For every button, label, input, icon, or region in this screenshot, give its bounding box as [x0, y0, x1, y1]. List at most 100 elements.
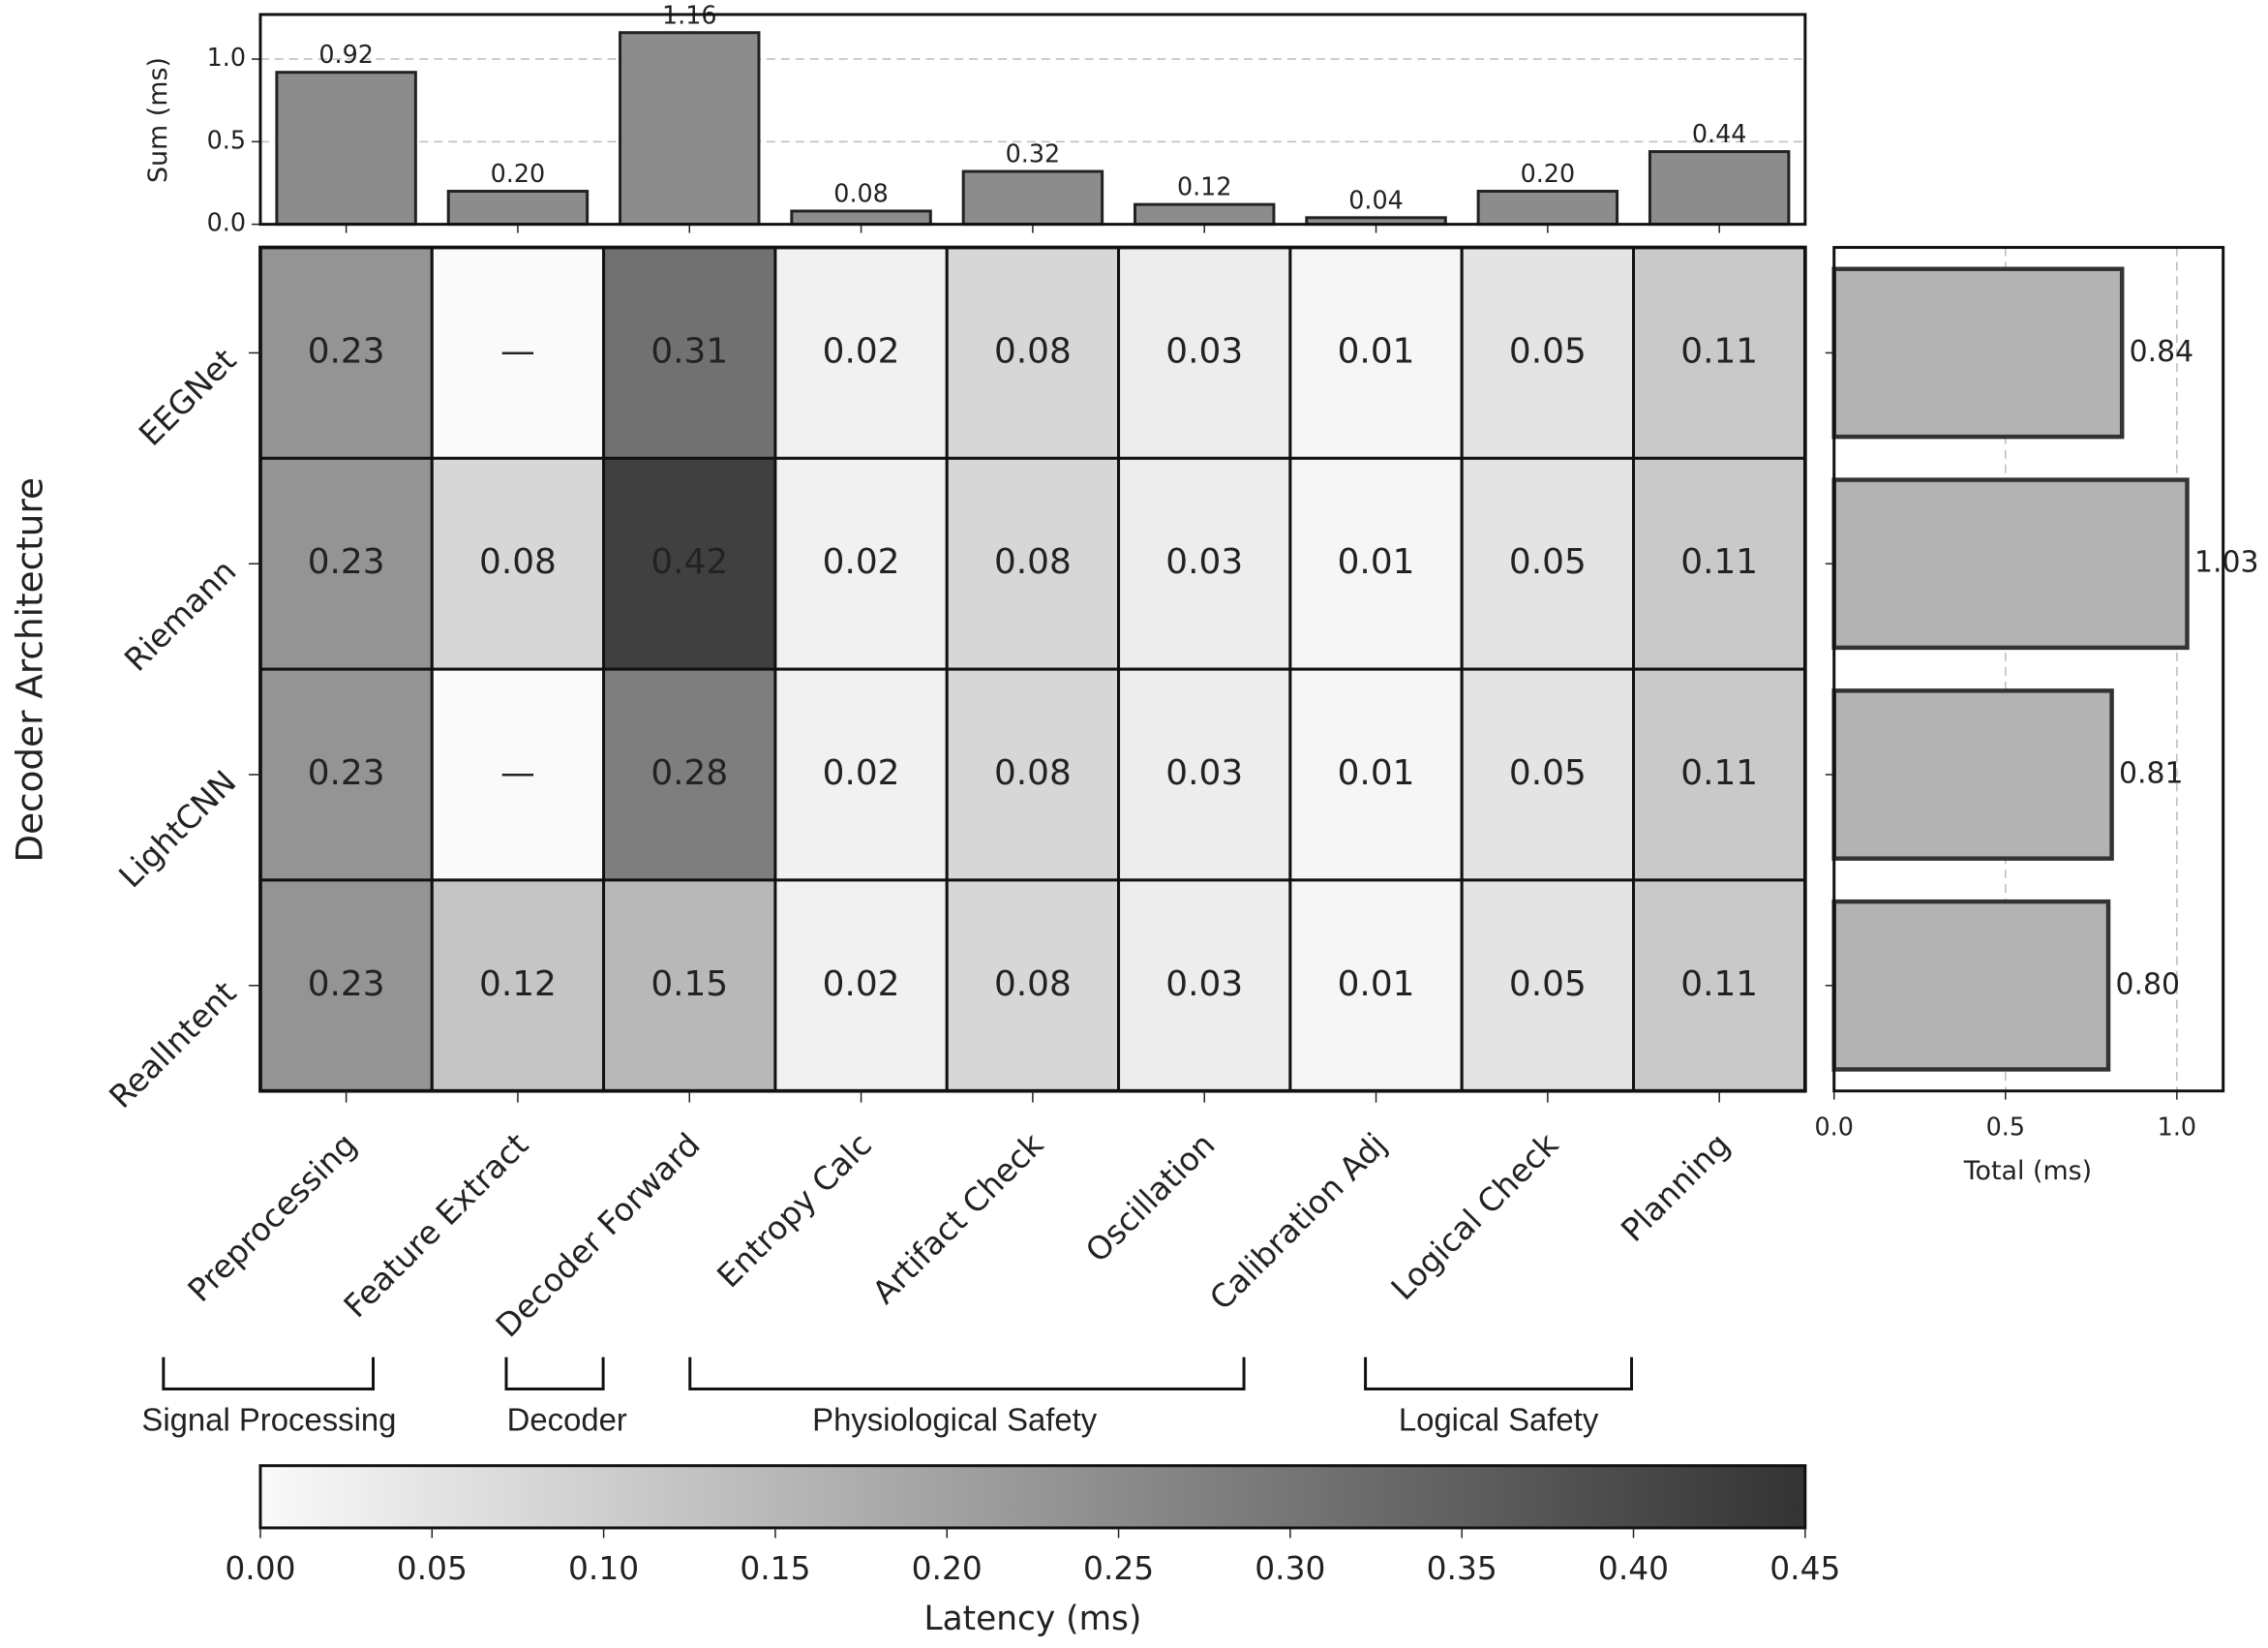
group-bracket	[688, 1357, 1246, 1391]
heatmap-cell	[1632, 246, 1807, 460]
heatmap-cell	[945, 456, 1121, 671]
value-label: 0.12	[1177, 172, 1232, 201]
group-bracket	[1364, 1357, 1634, 1391]
value-label: 0.44	[1692, 119, 1747, 148]
cell-label: —	[500, 331, 535, 371]
x-tick-label: Calibration Adj	[1202, 1125, 1394, 1317]
heatmap-cell	[1460, 456, 1636, 671]
colorbar-tick-label: 0.25	[1083, 1549, 1154, 1587]
cell-label: 0.11	[1680, 542, 1758, 582]
y-axis-label: Decoder Architecture	[8, 477, 50, 863]
colorbar-tick-label: 0.10	[568, 1549, 639, 1587]
bar	[790, 209, 932, 227]
bar	[619, 31, 761, 227]
x-tick-label: Logical Check	[1383, 1125, 1565, 1307]
heatmap-cell	[602, 246, 777, 460]
bar	[275, 71, 417, 227]
cell-label: 0.11	[1680, 753, 1758, 793]
cell-label: 0.03	[1165, 753, 1243, 793]
x-tick-label: Oscillation	[1078, 1125, 1223, 1269]
cell-label: 0.02	[823, 964, 900, 1004]
group-label: Logical Safety	[1399, 1402, 1599, 1438]
cell-label: 0.05	[1509, 964, 1587, 1004]
x-tick-label: Preprocessing	[180, 1125, 364, 1309]
cell-label: 0.01	[1338, 964, 1415, 1004]
cell-label: —	[500, 753, 535, 793]
bar	[961, 169, 1104, 227]
group-label: Decoder	[507, 1402, 627, 1438]
heatmap-cell	[1288, 456, 1464, 671]
cell-label: 0.08	[994, 964, 1072, 1004]
colorbar-tick-label: 0.45	[1769, 1549, 1840, 1587]
bar	[1476, 190, 1619, 227]
cell-label: 0.05	[1509, 753, 1587, 793]
x-tick-label: 0.5	[1986, 1113, 2025, 1142]
value-label: 0.92	[318, 40, 374, 69]
y-tick-label: LightCNN	[111, 763, 244, 896]
heatmap-cell	[430, 667, 606, 882]
heatmap-cell	[430, 878, 606, 1093]
cell-label: 0.01	[1338, 542, 1415, 582]
heatmap-cell	[1288, 878, 1464, 1093]
cell-label: 0.05	[1509, 331, 1587, 371]
value-label: 0.84	[2130, 335, 2194, 369]
cell-label: 0.11	[1680, 964, 1758, 1004]
y-tick-label: 0.0	[207, 208, 246, 237]
value-label: 0.80	[2116, 967, 2181, 1001]
y-tick-label: Riemann	[117, 552, 244, 679]
heatmap-cell	[602, 456, 777, 671]
cell-label: 0.42	[650, 542, 728, 582]
x-tick-label: 0.0	[1815, 1113, 1854, 1142]
value-label: 0.81	[2119, 757, 2184, 791]
value-label: 0.32	[1006, 139, 1061, 168]
heatmap-cell	[773, 456, 949, 671]
cell-label: 0.23	[308, 964, 385, 1004]
heatmap-cell	[258, 456, 434, 671]
y-tick-label: EEGNet	[132, 341, 244, 453]
cell-label: 0.08	[994, 542, 1072, 582]
heatmap-cell	[1632, 667, 1807, 882]
bar	[446, 190, 590, 227]
heatmap-cell	[1632, 456, 1807, 671]
plot-frame	[1832, 246, 2225, 1093]
cell-label: 0.01	[1338, 753, 1415, 793]
cell-label: 0.08	[994, 331, 1072, 371]
heatmap-cell	[773, 878, 949, 1093]
bar	[1831, 899, 2111, 1072]
y-tick-label: 0.5	[207, 125, 246, 154]
y-axis-label: Sum (ms)	[143, 57, 173, 183]
cell-label: 0.02	[823, 331, 900, 371]
value-label: 1.03	[2194, 546, 2259, 580]
cell-label: 0.23	[308, 542, 385, 582]
heatmap-cell	[602, 878, 777, 1093]
group-label: Physiological Safety	[812, 1402, 1098, 1438]
value-label: 0.20	[1521, 159, 1576, 188]
cell-label: 0.03	[1165, 542, 1243, 582]
cell-label: 0.23	[308, 753, 385, 793]
x-tick-label: Feature Extract	[336, 1125, 535, 1325]
cell-label: 0.02	[823, 542, 900, 582]
heatmap-cell	[258, 667, 434, 882]
x-tick-label: Artifact Check	[864, 1125, 1050, 1311]
group-label: Signal Processing	[141, 1402, 396, 1438]
bar	[1831, 688, 2114, 861]
plot-frame	[258, 13, 1807, 227]
cell-label: 0.28	[650, 753, 728, 793]
y-tick-label: 1.0	[207, 43, 246, 72]
cell-label: 0.11	[1680, 331, 1758, 371]
heatmap-cell	[1117, 878, 1292, 1093]
x-tick-label: Planning	[1614, 1125, 1738, 1249]
cell-label: 0.03	[1165, 964, 1243, 1004]
cell-label: 0.23	[308, 331, 385, 371]
cell-label: 0.03	[1165, 331, 1243, 371]
cell-label: 0.08	[994, 753, 1072, 793]
heatmap-cell	[430, 246, 606, 460]
heatmap-cell	[430, 456, 606, 671]
heatmap-cell	[1460, 246, 1636, 460]
cell-label: 0.01	[1338, 331, 1415, 371]
colorbar-tick-label: 0.20	[912, 1549, 983, 1587]
value-label: 0.08	[833, 179, 889, 208]
colorbar-tick-label: 0.35	[1427, 1549, 1497, 1587]
group-bracket	[504, 1357, 605, 1391]
